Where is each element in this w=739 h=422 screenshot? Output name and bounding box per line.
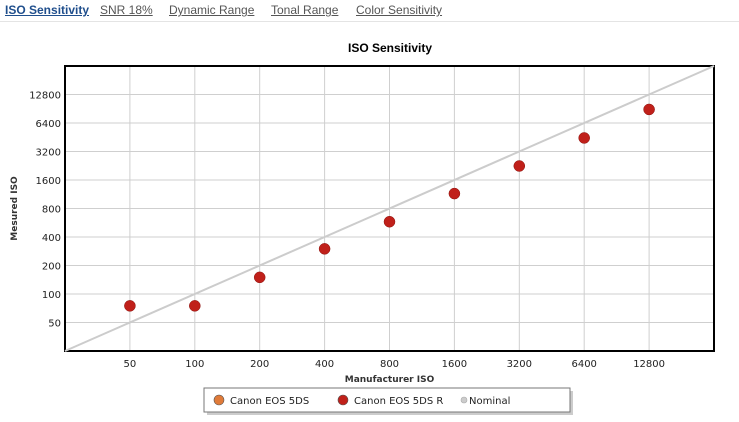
- y-tick-label: 100: [42, 290, 61, 301]
- y-tick-label: 50: [48, 319, 61, 330]
- x-tick-label: 400: [315, 359, 334, 370]
- iso-sensitivity-chart: ISO Sensitivity 50 100 200 400 800 1600 3200 64…: [10, 41, 715, 415]
- data-point: [513, 160, 526, 172]
- y-axis-ticks: 50 100 200 400 800 1600 3200 6400 12800: [29, 91, 61, 330]
- y-tick-label: 3200: [36, 148, 61, 159]
- y-tick-label: 200: [42, 262, 61, 273]
- nominal-line: [64, 65, 715, 352]
- x-tick-label: 6400: [571, 359, 596, 370]
- y-tick-label: 12800: [29, 91, 61, 102]
- legend: Canon EOS 5DS Canon EOS 5DS R Nominal: [203, 387, 573, 415]
- legend-marker: [460, 396, 468, 404]
- x-tick-label: 100: [185, 359, 204, 370]
- y-axis-label: Mesured ISO: [10, 176, 20, 241]
- canon-eos-5ds-r-series: [124, 103, 655, 312]
- data-point: [253, 271, 266, 284]
- data-point: [318, 243, 331, 255]
- data-point: [124, 300, 136, 312]
- legend-label: Canon EOS 5DS: [230, 396, 309, 407]
- x-tick-label: 800: [380, 359, 399, 370]
- legend-marker: [213, 394, 225, 406]
- x-axis-label: Manufacturer ISO: [345, 375, 435, 385]
- data-point: [383, 215, 396, 228]
- nominal-series: [64, 65, 715, 352]
- data-point: [448, 187, 461, 200]
- y-tick-label: 6400: [36, 119, 61, 130]
- plot-frame: [64, 65, 715, 352]
- x-axis-ticks: 50 100 200 400 800 1600 3200 6400 12800: [124, 359, 665, 370]
- tab-snr-18[interactable]: SNR 18%: [100, 3, 153, 17]
- y-tick-label: 800: [42, 205, 61, 216]
- x-tick-label: 1600: [442, 359, 467, 370]
- chart-title: ISO Sensitivity: [348, 41, 432, 55]
- tab-tonal-range[interactable]: Tonal Range: [271, 3, 339, 17]
- data-point: [189, 300, 201, 312]
- x-tick-label: 50: [124, 359, 137, 370]
- data-point: [643, 103, 655, 116]
- y-tick-label: 1600: [36, 176, 61, 187]
- data-point: [578, 132, 590, 144]
- y-tick-label: 400: [42, 233, 61, 244]
- tab-dynamic-range[interactable]: Dynamic Range: [169, 3, 255, 17]
- legend-label: Canon EOS 5DS R: [354, 396, 443, 407]
- legend-marker: [337, 394, 349, 406]
- x-tick-label: 200: [250, 359, 269, 370]
- tab-color-sensitivity[interactable]: Color Sensitivity: [356, 3, 443, 17]
- x-tick-label: 3200: [507, 359, 532, 370]
- tab-iso-sensitivity[interactable]: ISO Sensitivity: [5, 3, 90, 17]
- legend-label: Nominal: [469, 396, 510, 407]
- tab-bar: ISO Sensitivity SNR 18% Dynamic Range To…: [0, 0, 739, 22]
- x-tick-label: 12800: [633, 359, 665, 370]
